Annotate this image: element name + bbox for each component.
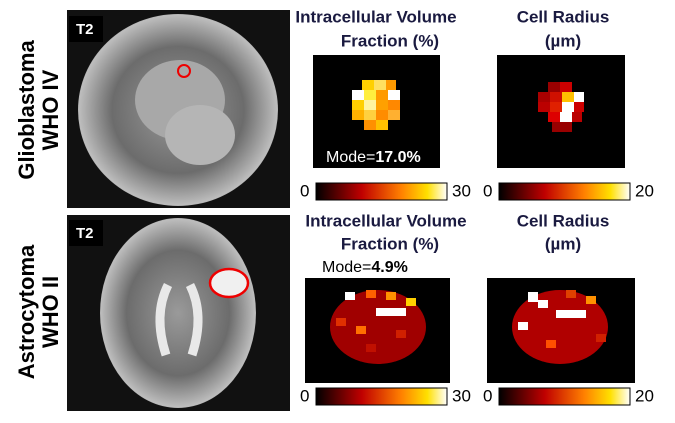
map-pixels [352, 80, 400, 130]
ventricles [155, 282, 203, 357]
tag-box [69, 16, 103, 42]
mode-label: Mode=17.0% [326, 149, 421, 166]
mode-prefix: Mode= [326, 149, 375, 166]
colorbar-max: 20 [635, 181, 654, 200]
mode-value: 4.9% [371, 259, 407, 276]
map-pixels [518, 290, 606, 348]
row-label: Astrocytoma WHO II [14, 244, 63, 379]
colorbar [315, 387, 448, 406]
colorbar [315, 182, 448, 201]
tag-box [69, 220, 103, 246]
roi-outline [177, 64, 191, 78]
colorbar [498, 182, 631, 201]
colorbar-max: 30 [452, 386, 471, 405]
row-1: Glioblastoma WHO IV T2 Intracellular Vol… [14, 7, 654, 208]
colorbar-min: 0 [483, 181, 492, 200]
image-tag: T2 [76, 21, 94, 38]
panel-title: Intracellular Volume [295, 7, 456, 26]
row-label: Glioblastoma WHO IV [14, 40, 63, 180]
row-2: Astrocytoma WHO II T2 Intracellular Volu… [14, 211, 654, 411]
colorbar-min: 0 [483, 386, 492, 405]
map-pixels [538, 82, 584, 132]
row-label-line: WHO II [38, 276, 63, 348]
map-blob [512, 290, 608, 364]
panel-title: (µm) [545, 234, 581, 253]
brain-lesion-area [165, 105, 235, 165]
row-label-line: Glioblastoma [14, 40, 39, 180]
panel-title: Cell Radius [517, 211, 610, 230]
colorbar [498, 387, 631, 406]
brain [100, 218, 256, 408]
panel-title: Cell Radius [517, 7, 610, 26]
row-label-line: Astrocytoma [14, 244, 39, 379]
row-label-line: WHO IV [38, 69, 63, 150]
panel-title: (µm) [545, 31, 581, 50]
mode-label: Mode=4.9% [322, 259, 408, 276]
colorbar-max: 20 [635, 386, 654, 405]
roi-outline [208, 267, 250, 299]
panel-title: Fraction (%) [341, 234, 439, 253]
panel-title: Intracellular Volume [305, 211, 466, 230]
colorbar-min: 0 [300, 386, 309, 405]
colorbar-min: 0 [300, 181, 309, 200]
panel-title: Fraction (%) [341, 31, 439, 50]
image-tag: T2 [76, 225, 94, 242]
mode-prefix: Mode= [322, 259, 371, 276]
mode-value: 17.0% [375, 149, 420, 166]
map-pixels [336, 290, 416, 352]
colorbar-max: 30 [452, 181, 471, 200]
